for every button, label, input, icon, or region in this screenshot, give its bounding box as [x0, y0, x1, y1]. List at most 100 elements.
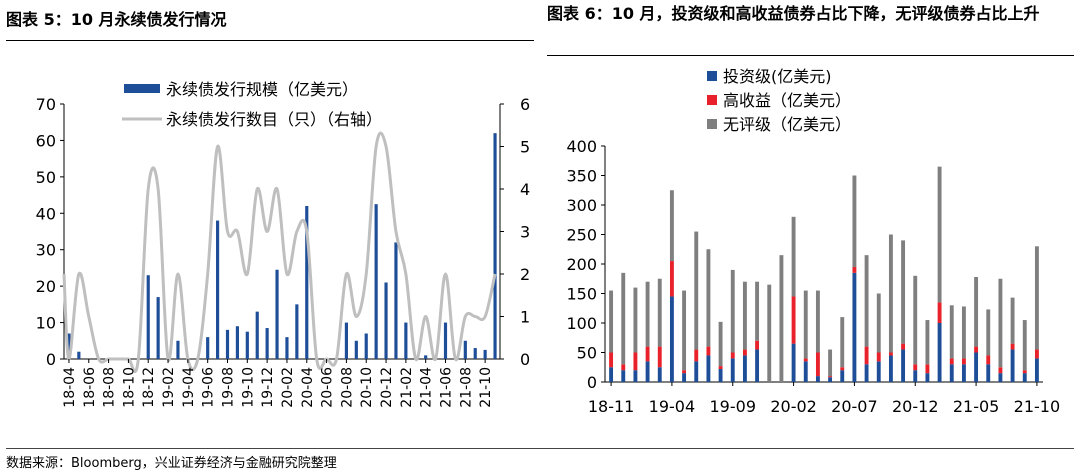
right-bar-ig: [1010, 349, 1015, 382]
right-bar-nr: [682, 290, 687, 371]
left-y2-tick-label: 4: [520, 180, 530, 199]
right-x-tick-label: 18-11: [588, 397, 635, 416]
left-x-tick-label: 18-10: [121, 367, 137, 408]
right-bar-nr: [888, 234, 893, 353]
right-bar-ig: [937, 323, 942, 382]
right-bar-ig: [694, 361, 699, 382]
left-x-tick-label: 18-12: [141, 367, 157, 408]
left-x-tick-label: 19-04: [181, 367, 197, 408]
left-y-tick-label: 70: [36, 95, 56, 114]
right-legend-label-ig: 投资级(亿美元): [723, 67, 832, 86]
right-bar-ig: [840, 370, 845, 382]
right-bar-ig: [986, 364, 991, 382]
right-bar-hy: [742, 349, 747, 356]
left-y-tick-label: 60: [36, 131, 56, 150]
right-y-tick-label: 0: [587, 373, 597, 392]
right-legend-label-nr: 无评级（亿美元）: [723, 115, 851, 134]
left-bar: [305, 206, 309, 359]
right-bar-hy: [791, 296, 796, 344]
left-bar: [443, 322, 448, 359]
left-x-tick-label: 21-08: [458, 367, 474, 408]
left-bar: [225, 329, 230, 359]
left-legend-bar-swatch: [124, 84, 160, 93]
right-bar-ig: [755, 349, 760, 382]
right-bar-hy: [718, 366, 723, 370]
right-bar-hy: [682, 370, 687, 374]
left-chart-title: 图表 5：10 月永续债发行情况: [6, 10, 227, 29]
left-count-line: [62, 131, 497, 373]
right-bar-hy: [621, 364, 626, 371]
left-x-tick-label: 18-06: [82, 367, 98, 408]
footer-rule: [6, 448, 1074, 449]
right-bar-ig: [998, 373, 1003, 382]
right-bar-ig: [888, 355, 893, 382]
right-bar-nr: [864, 255, 869, 347]
left-x-tick-label: 19-06: [201, 367, 217, 408]
left-bar: [344, 322, 348, 359]
left-y2-tick-label: 6: [520, 95, 530, 114]
right-bar-ig: [925, 373, 930, 382]
left-y2-tick-label: 3: [520, 223, 530, 242]
right-y-tick-label: 350: [566, 167, 597, 186]
left-bar: [473, 348, 477, 359]
right-bar-nr: [755, 281, 760, 341]
right-bar-hy: [876, 352, 881, 362]
left-x-tick-label: 21-02: [399, 367, 415, 408]
left-bar: [255, 311, 259, 359]
left-bar: [265, 328, 269, 359]
left-bar: [275, 269, 279, 359]
left-x-tick-label: 21-04: [419, 367, 435, 408]
right-bar-ig: [913, 370, 918, 382]
left-y2-tick-label: 0: [520, 350, 530, 369]
left-bar: [216, 220, 220, 359]
left-bar: [374, 204, 378, 359]
left-bar: [285, 337, 289, 359]
right-bar-hy: [961, 358, 966, 365]
right-bar-hy: [1010, 343, 1015, 350]
right-bar-hy: [706, 346, 711, 356]
right-bar-hy: [694, 349, 699, 362]
left-x-tick-label: 20-10: [359, 367, 375, 408]
right-bar-hy: [888, 352, 893, 356]
left-y2-tick-label: 1: [520, 308, 530, 327]
right-bar-ig: [742, 355, 747, 382]
right-bar-nr: [986, 309, 991, 356]
right-bar-nr: [657, 278, 662, 347]
left-bar: [483, 349, 487, 359]
right-bar-nr: [815, 290, 820, 353]
right-bar-hy: [633, 352, 638, 371]
left-bar: [463, 340, 467, 359]
right-bar-hy: [864, 346, 869, 365]
right-legend-swatch-ig: [707, 71, 717, 81]
right-bar-nr: [767, 284, 772, 382]
right-bar-ig: [815, 376, 820, 382]
right-bar-ig: [864, 364, 869, 382]
left-bar: [156, 297, 160, 359]
left-y-tick-label: 20: [36, 277, 56, 296]
right-bar-nr: [901, 240, 906, 344]
right-bar-nr: [718, 321, 723, 367]
left-x-tick-label: 20-02: [280, 367, 296, 408]
left-y-tick-label: 50: [36, 168, 56, 187]
right-legend-label-hy: 高收益（亿美元）: [723, 91, 851, 110]
right-bar-ig: [961, 364, 966, 382]
right-bar-ig: [621, 370, 626, 382]
right-bar-nr: [937, 166, 942, 303]
left-bar: [364, 333, 368, 359]
left-bar: [245, 331, 249, 359]
right-bar-nr: [694, 231, 699, 350]
right-bar-nr: [669, 190, 674, 262]
right-bar-ig: [949, 364, 954, 382]
right-y-tick-label: 150: [566, 285, 597, 304]
left-y-tick-label: 40: [36, 204, 56, 223]
left-legend-bar-label: 永续债发行规模（亿美元）: [166, 80, 358, 99]
right-bar-nr: [961, 306, 966, 359]
left-y2-tick-label: 2: [520, 265, 530, 284]
right-bar-hy: [803, 358, 808, 362]
right-bar-nr: [633, 287, 638, 353]
right-bar-hy: [852, 266, 857, 273]
right-bar-hy: [669, 261, 674, 297]
right-title-rule: [547, 55, 1074, 56]
left-x-tick-label: 19-08: [221, 367, 237, 408]
